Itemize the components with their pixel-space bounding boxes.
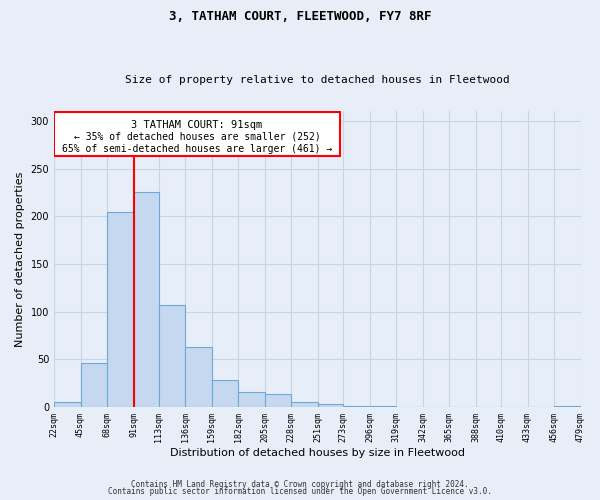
Text: 65% of semi-detached houses are larger (461) →: 65% of semi-detached houses are larger (… — [62, 144, 332, 154]
Text: 3, TATHAM COURT, FLEETWOOD, FY7 8RF: 3, TATHAM COURT, FLEETWOOD, FY7 8RF — [169, 10, 431, 23]
Bar — [185, 347, 212, 407]
Bar — [54, 402, 80, 407]
FancyBboxPatch shape — [54, 112, 340, 156]
Bar — [292, 402, 318, 407]
Text: Contains public sector information licensed under the Open Government Licence v3: Contains public sector information licen… — [108, 487, 492, 496]
Title: Size of property relative to detached houses in Fleetwood: Size of property relative to detached ho… — [125, 76, 509, 86]
Text: Contains HM Land Registry data © Crown copyright and database right 2024.: Contains HM Land Registry data © Crown c… — [131, 480, 469, 489]
Bar — [238, 392, 265, 407]
Y-axis label: Number of detached properties: Number of detached properties — [15, 172, 25, 347]
Bar — [107, 212, 134, 407]
Bar — [343, 406, 370, 407]
Bar — [134, 192, 159, 407]
Bar — [212, 380, 238, 407]
Bar — [554, 406, 581, 407]
Bar — [370, 406, 396, 407]
Text: 3 TATHAM COURT: 91sqm: 3 TATHAM COURT: 91sqm — [131, 120, 263, 130]
X-axis label: Distribution of detached houses by size in Fleetwood: Distribution of detached houses by size … — [170, 448, 465, 458]
Bar — [318, 404, 343, 407]
Bar — [265, 394, 292, 407]
Bar — [80, 363, 107, 407]
Bar — [159, 305, 185, 407]
Text: ← 35% of detached houses are smaller (252): ← 35% of detached houses are smaller (25… — [74, 132, 320, 141]
